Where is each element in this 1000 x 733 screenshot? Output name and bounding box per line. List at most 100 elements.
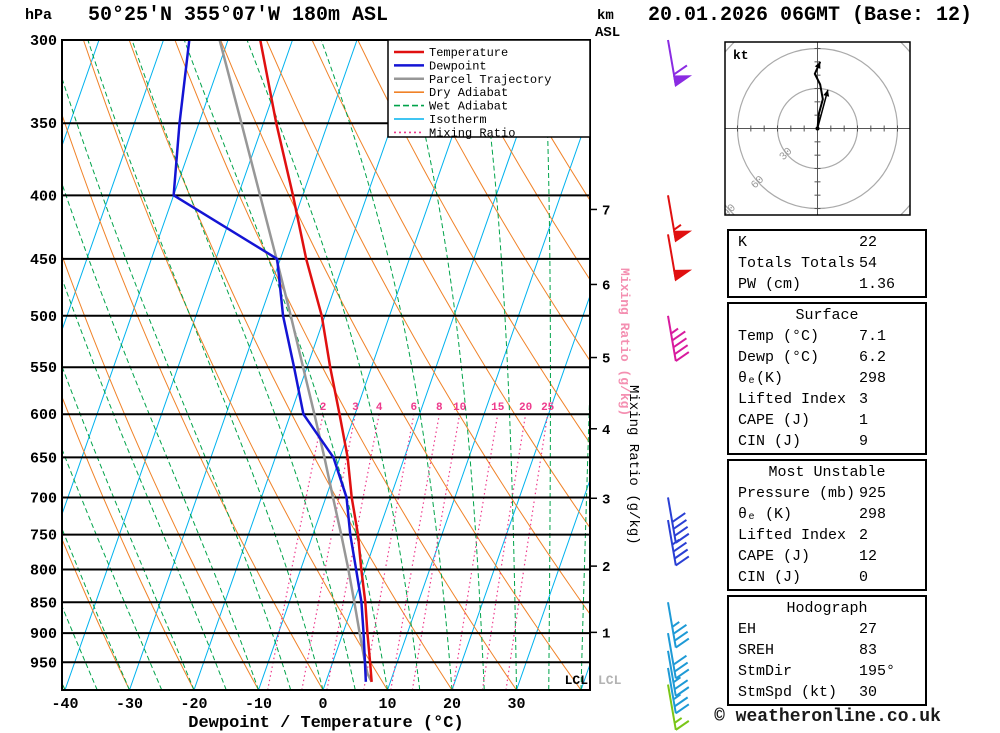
table-row-label: CIN (J) bbox=[738, 433, 802, 450]
table-row-label: SREH bbox=[738, 642, 775, 659]
svg-text:4: 4 bbox=[376, 402, 383, 414]
wind-barb bbox=[667, 602, 690, 649]
hodograph-ring-label: 60 bbox=[749, 174, 767, 192]
km-tick-label: 6 bbox=[602, 278, 610, 294]
table-row-label: StmSpd (kt) bbox=[738, 684, 838, 701]
km-unit-label: km bbox=[597, 8, 614, 24]
stats-table-3: Hodograph EH 27 SREH 83 StmDir 195° StmSpd (kt)… bbox=[727, 595, 927, 706]
table-row-label: Temp (°C) bbox=[738, 328, 820, 345]
table-row-label: Lifted Index bbox=[738, 527, 847, 544]
temperature-line bbox=[259, 40, 373, 682]
pressure-tick-label: 950 bbox=[30, 655, 57, 672]
storm-motion-vector bbox=[816, 89, 829, 129]
datetime-title: 20.01.2026 06GMT (Base: 12) bbox=[648, 4, 973, 27]
legend-label: Wet Adiabat bbox=[429, 100, 508, 114]
table-row-value: 12 bbox=[859, 548, 878, 565]
table-row-label: θₑ(K) bbox=[738, 370, 784, 387]
table-row: K 22 bbox=[729, 232, 925, 253]
wet-adiabat-line bbox=[87, 40, 324, 690]
table-row-value: 1.36 bbox=[859, 276, 896, 293]
copyright: © weatheronline.co.uk bbox=[714, 707, 941, 727]
table-title: Most Unstable bbox=[768, 464, 886, 481]
profiles bbox=[172, 40, 373, 683]
legend-label: Isotherm bbox=[429, 113, 487, 127]
table-row: CAPE (J) 1 bbox=[729, 410, 925, 431]
table-row: SREH 83 bbox=[729, 640, 925, 661]
pressure-tick-label: 300 bbox=[30, 33, 57, 50]
table-row-value: 22 bbox=[859, 234, 878, 251]
isotherm-line bbox=[62, 40, 164, 332]
table-row: Totals Totals 54 bbox=[729, 253, 925, 274]
wind-barb bbox=[667, 667, 690, 715]
parcel-trajectory-line bbox=[218, 40, 373, 683]
table-row-label: Totals Totals bbox=[738, 255, 856, 272]
svg-text:20: 20 bbox=[519, 402, 532, 414]
hodograph-ring-label: 30 bbox=[778, 146, 796, 164]
table-row: Pressure (mb) 925 bbox=[729, 483, 925, 504]
wet-adiabat-line bbox=[62, 447, 163, 690]
legend-label: Parcel Trajectory bbox=[429, 73, 551, 87]
wet-adiabat-line bbox=[62, 527, 130, 690]
temp-tick-label: 30 bbox=[507, 696, 525, 713]
pressure-tick-label: 900 bbox=[30, 626, 57, 643]
pressure-tick-label: 350 bbox=[30, 116, 57, 133]
table-row-value: 195° bbox=[859, 663, 896, 680]
dry-adiabat-line bbox=[448, 40, 590, 281]
wind-barb bbox=[667, 39, 693, 88]
temp-tick-label: -40 bbox=[51, 696, 78, 713]
legend-label: Dry Adiabat bbox=[429, 86, 508, 100]
table-row: EH 27 bbox=[729, 619, 925, 640]
table-row: CIN (J) 9 bbox=[729, 431, 925, 452]
pressure-tick-label: 850 bbox=[30, 595, 57, 612]
table-row: StmSpd (kt) 30 bbox=[729, 682, 925, 703]
lcl-axis-label: LCL bbox=[598, 673, 622, 688]
table-row: Temp (°C) 7.1 bbox=[729, 326, 925, 347]
km-tick-label: 3 bbox=[602, 492, 610, 508]
pressure-tick-label: 700 bbox=[30, 490, 57, 507]
table-row: PW (cm) 1.36 bbox=[729, 274, 925, 295]
table-row-value: 925 bbox=[859, 485, 887, 502]
temp-tick-label: 0 bbox=[318, 696, 327, 713]
table-row-value: 0 bbox=[859, 569, 869, 586]
table-row-label: Pressure (mb) bbox=[738, 485, 856, 502]
isotherm-line bbox=[516, 478, 590, 690]
mixing-ratio-line bbox=[411, 414, 461, 690]
legend-label: Dewpoint bbox=[429, 59, 487, 73]
table-row-value: 27 bbox=[859, 621, 878, 638]
svg-text:3: 3 bbox=[352, 402, 359, 414]
table-row-label: Dewp (°C) bbox=[738, 349, 820, 366]
table-title: Surface bbox=[795, 307, 859, 324]
temp-tick-label: -10 bbox=[245, 696, 272, 713]
table-row-value: 6.2 bbox=[859, 349, 887, 366]
temp-tick-label: 20 bbox=[443, 696, 461, 713]
hodograph-frame bbox=[724, 41, 911, 216]
table-row: Lifted Index 3 bbox=[729, 389, 925, 410]
table-row-label: EH bbox=[738, 621, 757, 638]
wind-barb bbox=[667, 234, 693, 282]
hodograph: 30 60 90 kt bbox=[724, 41, 911, 216]
asl-unit-label: ASL bbox=[595, 25, 620, 41]
wind-barb bbox=[667, 650, 690, 697]
table-row-value: 83 bbox=[859, 642, 878, 659]
table-row-value: 298 bbox=[859, 370, 887, 387]
table-row-label: CAPE (J) bbox=[738, 412, 811, 429]
table-row-value: 54 bbox=[859, 255, 878, 272]
pressure-tick-label: 750 bbox=[30, 528, 57, 545]
table-row-value: 298 bbox=[859, 506, 887, 523]
wet-adiabat-line bbox=[62, 605, 98, 690]
table-row-value: 9 bbox=[859, 433, 869, 450]
table-row-label: CIN (J) bbox=[738, 569, 802, 586]
plot-frame bbox=[61, 39, 591, 691]
dry-adiabat-line bbox=[403, 40, 590, 362]
km-tick-label: 2 bbox=[602, 560, 610, 576]
isotherm-line bbox=[387, 109, 590, 690]
wind-barb bbox=[667, 315, 690, 362]
table-row-label: K bbox=[738, 234, 748, 251]
dewpoint-line bbox=[172, 40, 368, 682]
hodograph-trace bbox=[813, 61, 824, 129]
table-row-label: PW (cm) bbox=[738, 276, 802, 293]
pressure-tick-label: 800 bbox=[30, 563, 57, 580]
mixing-ratio-line bbox=[390, 414, 440, 690]
mixing-axis-label-pink: Mixing Ratio (g/kg) bbox=[617, 268, 632, 416]
